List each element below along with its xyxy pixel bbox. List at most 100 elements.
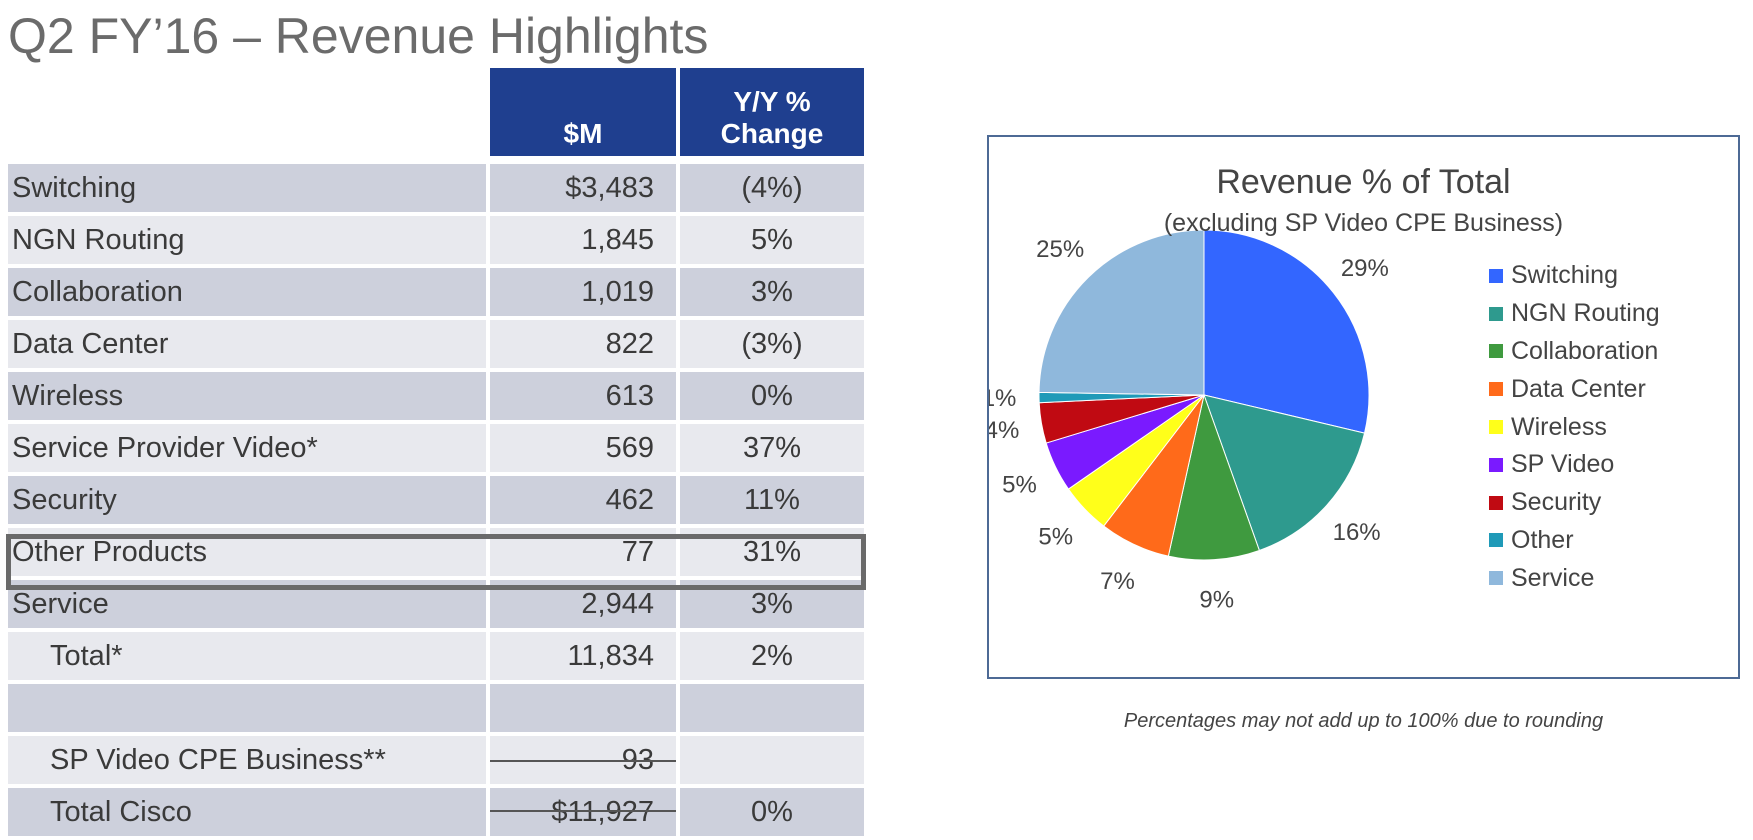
table-row: SP Video CPE Business** 93 (8, 736, 864, 788)
table-header: $M Y/Y % Change (8, 68, 864, 156)
row-value-yy: 0% (680, 372, 864, 420)
pie-data-label: 5% (1038, 524, 1073, 551)
page-title: Q2 FY’16 – Revenue Highlights (8, 8, 709, 64)
row-value-m: 462 (490, 476, 676, 524)
legend-label: SP Video (1511, 450, 1615, 479)
legend-item: Data Center (1489, 370, 1660, 408)
row-value-yy: 0% (680, 788, 864, 836)
row-value-yy: 3% (680, 268, 864, 316)
legend-item: Other (1489, 522, 1660, 560)
row-label: Service Provider Video* (8, 424, 486, 472)
row-label: Wireless (8, 372, 486, 420)
row-label: Security (8, 476, 486, 524)
pie-slice-switching (1203, 229, 1370, 434)
legend-swatch (1489, 268, 1503, 283)
total-highlight-box (6, 534, 866, 590)
legend-swatch (1489, 533, 1503, 548)
chart-title: Revenue % of Total (1216, 163, 1511, 201)
total-cisco-rule (490, 810, 676, 812)
legend-swatch (1489, 495, 1503, 510)
legend-label: Service (1511, 563, 1595, 592)
legend-item: SP Video (1489, 446, 1660, 484)
row-value-m: 1,845 (490, 216, 676, 264)
table-row: Data Center 822 (3%) (8, 320, 864, 372)
row-label: SP Video CPE Business** (8, 736, 486, 784)
legend-label: NGN Routing (1511, 299, 1660, 328)
legend-label: Wireless (1511, 412, 1607, 441)
footnote: Percentages may not add up to 100% due t… (1123, 710, 1604, 732)
table-row: Total* 11,834 2% (8, 632, 864, 684)
row-value-yy: (4%) (680, 164, 864, 212)
legend-swatch (1489, 382, 1503, 397)
header-yy-change: Y/Y % Change (680, 68, 864, 156)
header-m: $M (490, 68, 676, 156)
chart-subtitle: (excluding SP Video CPE Business) (1163, 209, 1564, 237)
row-label: Data Center (8, 320, 486, 368)
legend-item: Service (1489, 559, 1660, 597)
table-row: NGN Routing 1,845 5% (8, 216, 864, 268)
legend-item: Collaboration (1489, 333, 1660, 371)
legend-swatch (1489, 420, 1503, 435)
row-label (8, 684, 486, 732)
pie-data-label: 25% (1036, 236, 1084, 263)
table-row: Total Cisco $11,927 0% (8, 788, 864, 840)
legend-swatch (1489, 344, 1503, 359)
pie-slice-collaboration (1167, 393, 1260, 561)
legend-item: Security (1489, 484, 1660, 522)
pie-data-label: 4% (989, 417, 1019, 444)
table-row: Security 462 11% (8, 476, 864, 528)
pie-slice-ngn-routing (1203, 394, 1366, 552)
pie-data-label: 5% (1002, 471, 1037, 498)
pie-data-label: 7% (1100, 568, 1135, 595)
legend-item: Switching (1489, 257, 1660, 295)
row-label: Total Cisco (8, 788, 486, 836)
legend-label: Collaboration (1511, 336, 1659, 365)
legend-swatch (1489, 457, 1503, 472)
header-yy-line1: Y/Y % (733, 86, 811, 117)
row-value-m: $11,927 (490, 788, 676, 836)
row-value-yy: 5% (680, 216, 864, 264)
row-label: Switching (8, 164, 486, 212)
pie-data-label: 9% (1199, 587, 1234, 614)
pie-chart: 29% 16% 9% 7% 5%5% 4% 1% 25% (989, 229, 1389, 614)
row-value-yy: (3%) (680, 320, 864, 368)
row-value-m: 613 (490, 372, 676, 420)
pie-data-label: 1% (989, 385, 1016, 412)
legend-swatch (1489, 571, 1503, 586)
row-label: NGN Routing (8, 216, 486, 264)
legend-swatch (1489, 306, 1503, 321)
row-value-yy: 37% (680, 424, 864, 472)
row-label: Total* (8, 632, 486, 680)
row-value-m: 822 (490, 320, 676, 368)
row-value-m (490, 684, 676, 732)
pie-chart-panel: 29% 16% 9% 7% 5%5% 4% 1% 25% Revenue % of Total… (987, 135, 1740, 679)
table-row: Wireless 613 0% (8, 372, 864, 424)
pie-data-label: 29% (1341, 255, 1389, 282)
table-row: Service Provider Video* 569 37% (8, 424, 864, 476)
row-value-m: 11,834 (490, 632, 676, 680)
legend-label: Other (1511, 525, 1574, 554)
pie-data-label: 16% (1333, 519, 1381, 546)
row-value-m: $3,483 (490, 164, 676, 212)
row-value-yy (680, 684, 864, 732)
row-label: Collaboration (8, 268, 486, 316)
legend-item: NGN Routing (1489, 295, 1660, 333)
header-yy-line2: Change (720, 118, 824, 149)
table-row: Collaboration 1,019 3% (8, 268, 864, 320)
legend-label: Security (1511, 488, 1602, 517)
pie-slice-service (1038, 229, 1205, 396)
row-value-m: 1,019 (490, 268, 676, 316)
table-body: Switching $3,483 (4%) NGN Routing 1,845 5% Col… (8, 164, 864, 840)
row-value-yy: 11% (680, 476, 864, 524)
revenue-table: $M Y/Y % Change Switching $3,483 (4%) NGN R… (6, 68, 866, 836)
legend-label: Switching (1511, 261, 1618, 290)
table-row (8, 684, 864, 736)
chart-legend: Switching NGN Routing Collaboration Data Ce… (1489, 257, 1660, 597)
row-value-yy (680, 736, 864, 784)
subtotal-rule (490, 760, 676, 762)
row-value-yy: 2% (680, 632, 864, 680)
row-value-m: 569 (490, 424, 676, 472)
table-row: Switching $3,483 (4%) (8, 164, 864, 216)
legend-item: Wireless (1489, 408, 1660, 446)
legend-label: Data Center (1511, 374, 1646, 403)
